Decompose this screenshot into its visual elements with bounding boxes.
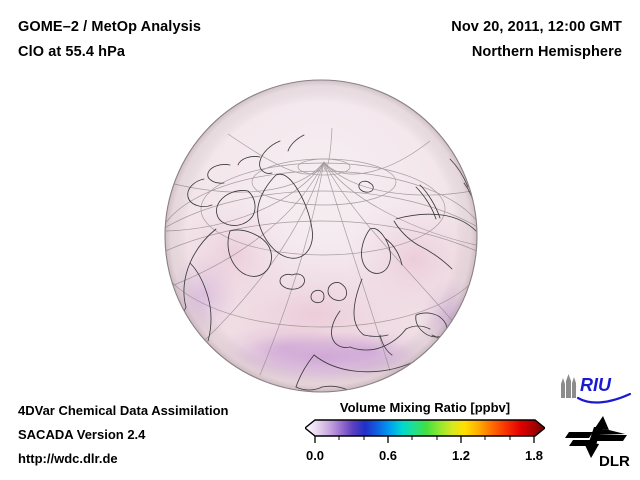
colorbar-tick-1: 0.6 [378, 448, 398, 463]
dlr-logo: DLR [565, 416, 630, 468]
colorbar-tick-2: 1.2 [451, 448, 471, 463]
globe-data-layer [165, 80, 477, 392]
riu-tower-icon [561, 374, 576, 398]
wdc-url[interactable]: http://wdc.dlr.de [18, 451, 118, 466]
globe-map [164, 79, 478, 393]
colorbar-tick-3: 1.8 [524, 448, 544, 463]
version-label: SACADA Version 2.4 [18, 427, 146, 442]
page-title: GOME–2 / MetOp Analysis [18, 19, 202, 35]
riu-swoosh-icon [576, 392, 632, 404]
colorbar-scale [305, 419, 545, 443]
colorbar-tick-0: 0.0 [305, 448, 325, 463]
dlr-logo-text: DLR [599, 453, 630, 468]
riu-logo-text: RIU [580, 375, 612, 395]
datetime-label: Nov 20, 2011, 12:00 GMT [451, 19, 622, 35]
colorbar: Volume Mixing Ratio [ppbv] [305, 400, 545, 472]
region-label: Northern Hemisphere [471, 44, 622, 60]
page-subtitle: ClO at 55.4 hPa [18, 44, 126, 60]
dlr-mark-icon [565, 416, 627, 458]
globe-outline [164, 79, 478, 393]
colorbar-title: Volume Mixing Ratio [ppbv] [339, 400, 511, 415]
riu-logo: RIU [561, 374, 632, 404]
method-label: 4DVar Chemical Data Assimilation [18, 403, 229, 418]
